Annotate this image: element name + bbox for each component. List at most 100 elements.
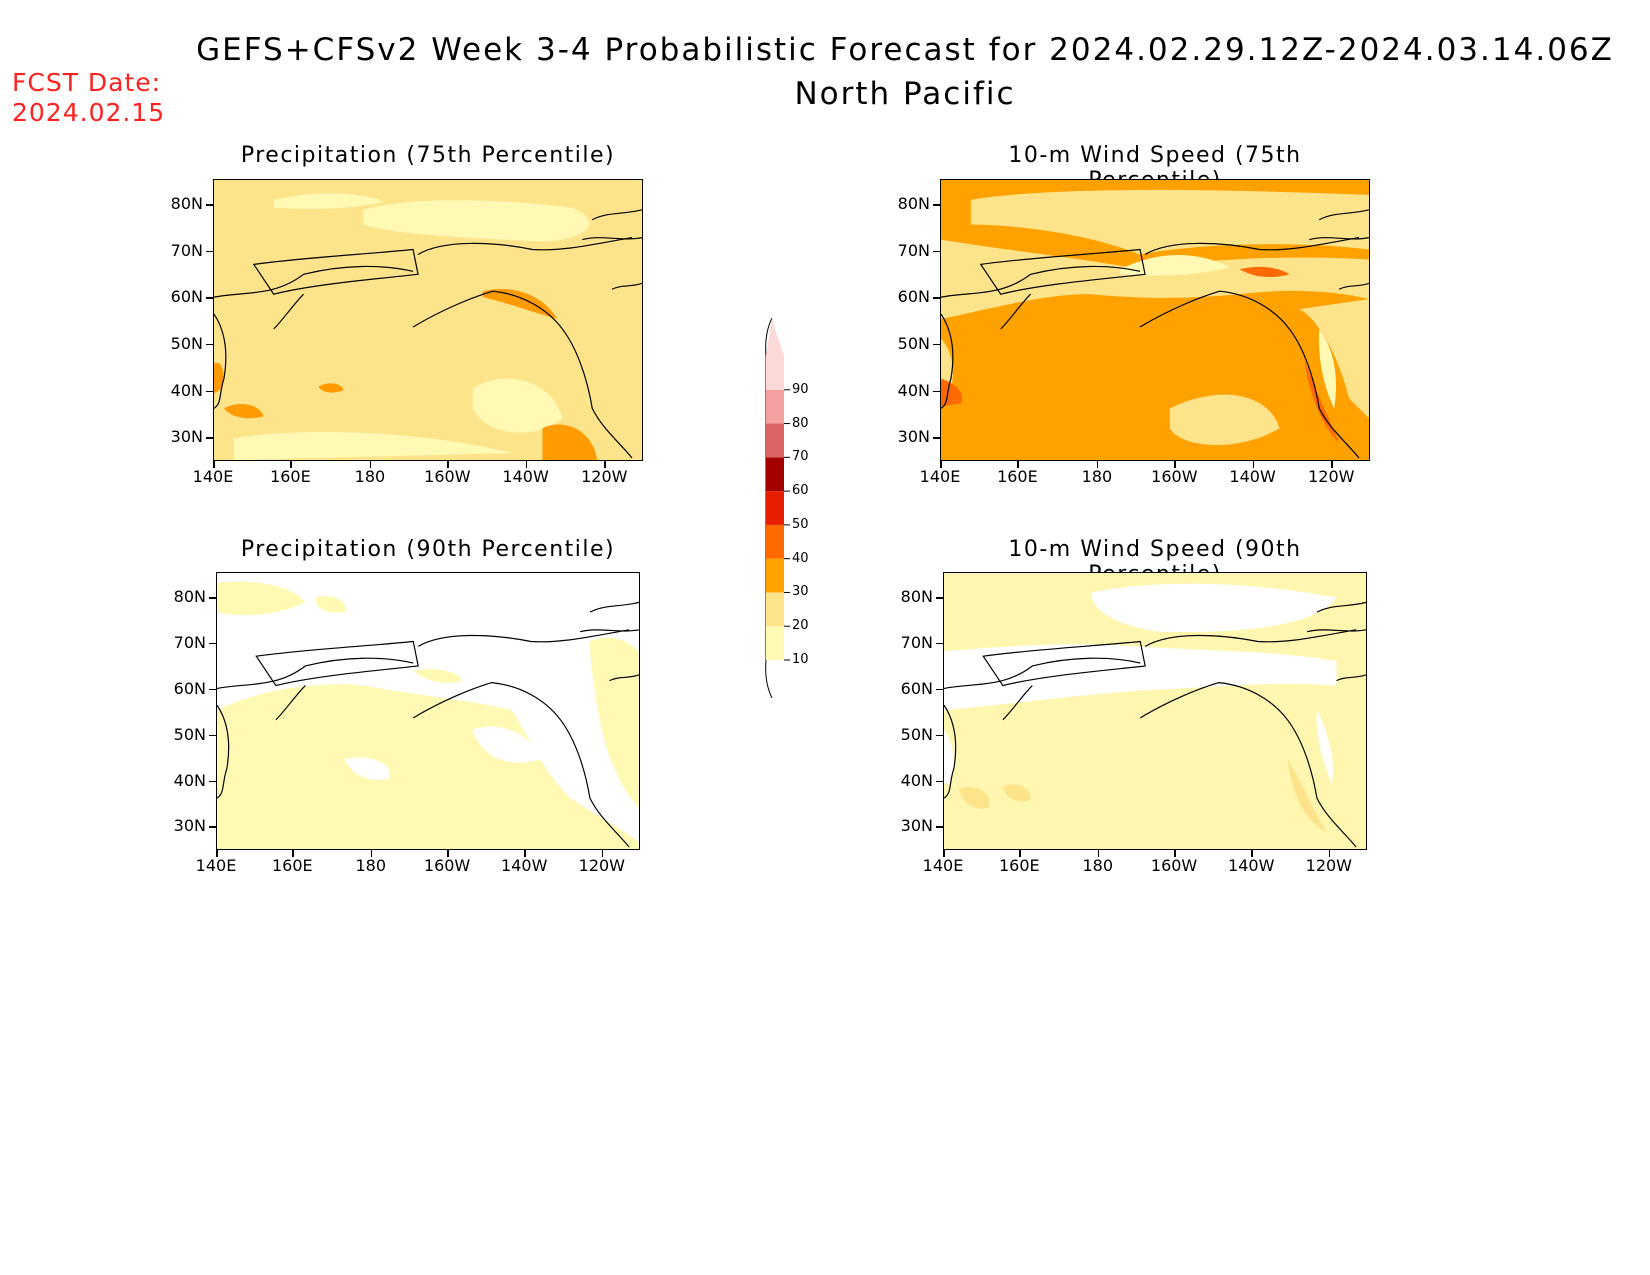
lat-tick <box>933 250 940 253</box>
lon-label-180: 180 <box>1081 467 1113 486</box>
lon-label-140e: 140E <box>922 856 964 875</box>
lon-label-120w: 120W <box>581 467 628 486</box>
lon-tick <box>1174 850 1176 857</box>
lon-label-160e: 160E <box>271 856 313 875</box>
lon-tick <box>369 461 372 468</box>
lon-tick <box>1017 461 1019 468</box>
lat-tick <box>936 734 943 737</box>
lat-tick <box>209 826 216 828</box>
lon-label-160w: 160W <box>423 856 471 875</box>
lat-label-80n: 80N <box>897 194 930 214</box>
colorbar-box-8 <box>766 389 784 424</box>
lat-label-50n: 50N <box>897 333 930 353</box>
lat-label-70n: 70N <box>173 632 206 652</box>
colorbar-label-60: 60 <box>792 483 809 499</box>
lon-label-160w: 160W <box>1151 467 1198 486</box>
lon-label-140w: 140W <box>1229 467 1276 486</box>
lon-tick <box>1096 461 1099 468</box>
lat-label-80n: 80N <box>900 587 933 607</box>
colorbar-label-50: 50 <box>792 516 809 532</box>
lat-label-40n: 40N <box>170 380 203 400</box>
lon-label-160e: 160E <box>998 856 1040 875</box>
colorbar-label-40: 40 <box>792 550 809 566</box>
colorbar-label-20: 20 <box>792 618 809 634</box>
lon-label-180: 180 <box>354 467 386 486</box>
lat-label-50n: 50N <box>900 724 933 744</box>
lon-tick <box>1019 850 1021 857</box>
lon-label-140e: 140E <box>919 467 961 486</box>
panel-title-precip-90: Precipitation (90th Percentile) <box>240 537 616 562</box>
lon-tick <box>1252 461 1255 468</box>
colorbar-box-5 <box>766 491 784 525</box>
colorbar-box-9 <box>766 356 784 390</box>
lat-label-80n: 80N <box>170 194 203 214</box>
colorbar-box-3 <box>766 558 784 593</box>
colorbar-label-70: 70 <box>792 449 809 465</box>
lat-tick <box>206 297 213 299</box>
lat-tick <box>933 297 940 299</box>
lon-tick <box>601 850 604 857</box>
map-precip-90 <box>216 572 640 850</box>
map-wind-90 <box>943 572 1367 850</box>
lon-label-120w: 120W <box>1308 467 1355 486</box>
lon-label-140w: 140W <box>1228 856 1275 875</box>
lon-tick <box>943 850 945 857</box>
lon-label-140w: 140W <box>501 856 548 875</box>
lat-label-70n: 70N <box>170 240 203 260</box>
lon-label-140e: 140E <box>195 856 237 875</box>
map-precip-90-fill <box>217 573 639 849</box>
lat-tick <box>936 780 943 782</box>
lat-tick <box>936 688 943 691</box>
lat-label-50n: 50N <box>173 724 206 744</box>
lat-tick <box>209 780 216 782</box>
figure-title: GEFS+CFSv2 Week 3-4 Probabilistic Foreca… <box>196 32 1614 68</box>
lat-tick <box>933 390 940 392</box>
lat-tick <box>206 390 213 392</box>
colorbar-label-10: 10 <box>792 652 809 667</box>
lat-tick <box>209 642 216 645</box>
lon-label-120w: 120W <box>578 856 625 875</box>
lon-tick <box>213 461 215 468</box>
lat-label-40n: 40N <box>900 770 933 790</box>
colorbar-label-90: 90 <box>792 381 809 397</box>
colorbar-label-80: 80 <box>792 415 809 431</box>
lat-tick <box>209 597 216 599</box>
lat-label-30n: 30N <box>900 816 933 836</box>
map-precip-75 <box>213 179 643 461</box>
colorbar-box-2 <box>766 592 784 627</box>
lon-label-140w: 140W <box>502 467 549 486</box>
lat-tick <box>936 826 943 828</box>
lon-label-160e: 160E <box>997 467 1038 486</box>
colorbar-svg <box>765 317 790 699</box>
lon-label-160w: 160W <box>1150 856 1198 875</box>
lat-label-40n: 40N <box>173 770 206 790</box>
lat-label-50n: 50N <box>170 333 203 353</box>
lon-tick <box>604 461 606 468</box>
colorbar-box-6 <box>766 457 784 492</box>
lat-label-80n: 80N <box>173 587 206 607</box>
colorbar-box-1 <box>766 626 784 660</box>
lat-label-60n: 60N <box>170 287 203 307</box>
lon-tick <box>1251 850 1253 857</box>
lon-tick <box>525 461 528 468</box>
colorbar-box-4 <box>766 524 784 559</box>
map-precip-75-fill <box>214 180 642 460</box>
lon-tick <box>290 461 292 468</box>
lon-label-160w: 160W <box>424 467 471 486</box>
lat-label-70n: 70N <box>900 632 933 652</box>
lat-tick <box>209 688 216 691</box>
lon-tick <box>1331 461 1333 468</box>
lat-tick <box>936 597 943 599</box>
lon-tick <box>447 850 449 857</box>
lon-tick <box>1328 850 1331 857</box>
map-wind-75 <box>940 179 1370 461</box>
map-wind-75-fill <box>941 180 1369 460</box>
lat-label-30n: 30N <box>170 427 203 447</box>
lon-label-160e: 160E <box>270 467 311 486</box>
lat-label-60n: 60N <box>173 678 206 698</box>
map-wind-90-fill <box>944 573 1366 849</box>
lon-tick <box>370 850 373 857</box>
lat-tick <box>206 250 213 253</box>
lon-tick <box>524 850 526 857</box>
lon-label-180: 180 <box>355 856 387 875</box>
